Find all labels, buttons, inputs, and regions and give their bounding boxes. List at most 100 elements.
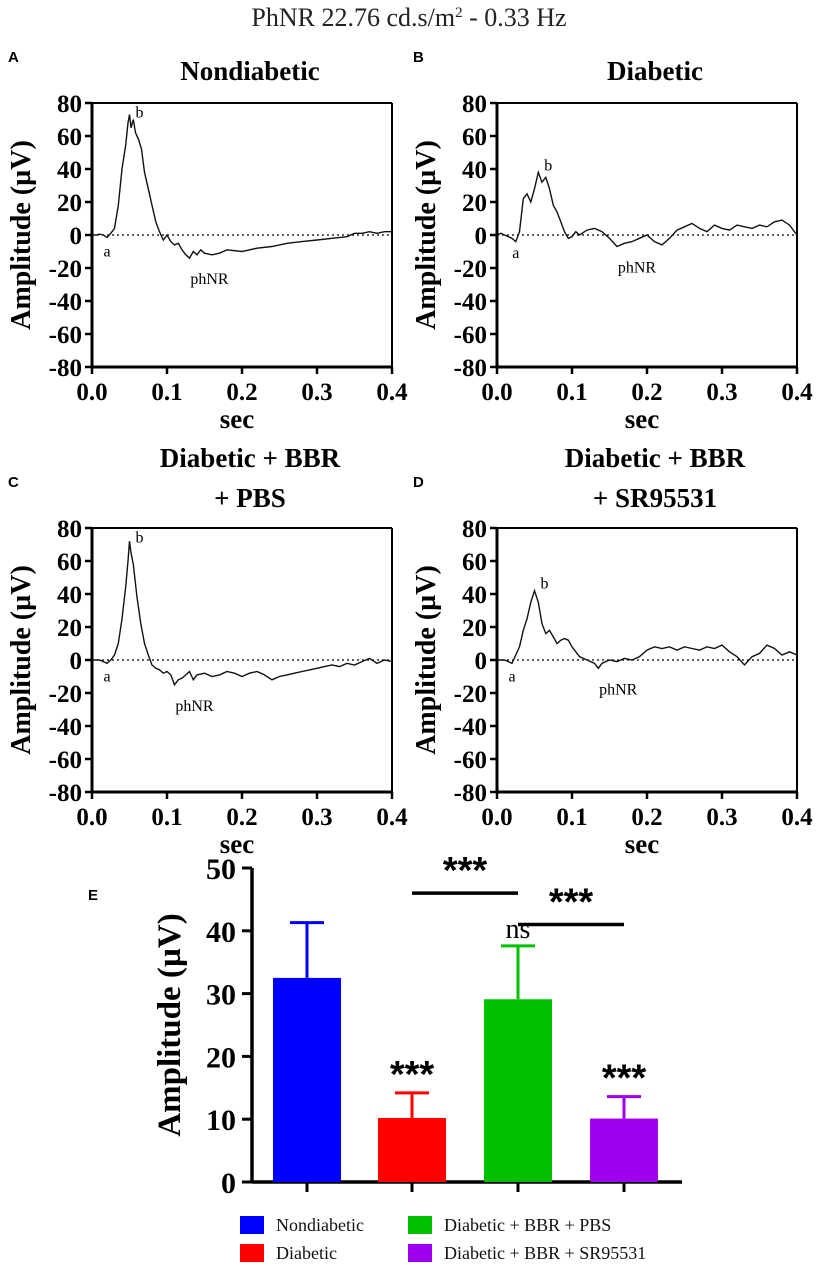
legend-label: Diabetic [276, 1243, 337, 1263]
y-tick-label: -60 [49, 322, 82, 349]
x-tick-label: 0.2 [631, 379, 662, 406]
y-tick-label: -20 [454, 681, 487, 708]
comparison-label: *** [549, 882, 594, 924]
a-wave-label: a [508, 668, 515, 685]
y-tick-label: 80 [57, 516, 82, 543]
y-tick-label: -40 [49, 714, 82, 741]
panel-letter: C [8, 474, 19, 491]
y-tick-label: 40 [462, 157, 487, 184]
y-axis-label: Amplitude (µV) [411, 565, 442, 755]
y-tick-label: 80 [462, 516, 487, 543]
y-tick-label: 80 [57, 91, 82, 118]
bar [590, 1118, 658, 1182]
y-tick-label: -60 [49, 747, 82, 774]
x-tick-label: 0.2 [631, 804, 662, 831]
y-tick-label: -80 [49, 780, 82, 807]
x-tick-label: 0.4 [376, 379, 408, 406]
legend-swatch [240, 1244, 264, 1262]
panel-title: Nondiabetic [180, 56, 320, 86]
x-axis-label: sec [220, 404, 254, 434]
bar [273, 977, 341, 1182]
y-tick-label: -40 [49, 289, 82, 316]
figure-title-sup: 2 [455, 5, 463, 21]
y-tick-label: 20 [462, 190, 487, 217]
erg-trace [496, 169, 798, 248]
y-tick-label: -20 [49, 681, 82, 708]
x-tick-label: 0.0 [481, 379, 512, 406]
phnr-label: phNR [599, 681, 638, 698]
y-tick-label: -80 [454, 355, 487, 382]
phnr-label: phNR [190, 271, 229, 288]
legend-swatch [408, 1216, 432, 1234]
y-tick-label: 60 [462, 549, 487, 576]
y-tick-label: -40 [454, 714, 487, 741]
x-tick-label: 0.1 [556, 804, 587, 831]
y-tick-label: 0 [70, 648, 83, 675]
y-tick-label: 20 [206, 1041, 236, 1074]
phnr-label: phNR [618, 260, 657, 277]
a-wave-label: a [512, 245, 519, 262]
erg-trace [92, 541, 393, 687]
significance-label: ns [506, 914, 531, 945]
figure-title-main: PhNR 22.76 cd.s/m [251, 3, 455, 32]
x-tick-label: 0.0 [76, 379, 107, 406]
bar [484, 999, 552, 1182]
y-tick-label: -20 [454, 256, 487, 283]
x-tick-label: 0.4 [376, 804, 408, 831]
y-tick-label: 40 [57, 582, 82, 609]
panel-letter: D [413, 474, 424, 491]
x-tick-label: 0.3 [301, 804, 332, 831]
bar-chart: E 0 10 20 30 40 50 Amplitude (µV) *** ns *** *** ***… [88, 850, 682, 1263]
y-tick-label: 20 [57, 615, 82, 642]
panel-b: B Diabetic 80 60 40 20 0 -20 -40 -60 -800.0 0.1 0.2 0… [411, 49, 813, 434]
y-tick-label: 40 [206, 916, 236, 949]
y-axis-label: Amplitude (µV) [411, 140, 442, 330]
y-tick-label: 20 [57, 190, 82, 217]
erg-trace [92, 114, 392, 260]
panel-letter: E [88, 887, 98, 904]
legend-label: Diabetic + BBR + PBS [444, 1215, 611, 1235]
y-axis-label: Amplitude (µV) [6, 565, 37, 755]
figure-title: PhNR 22.76 cd.s/m2 - 0.33 Hz [251, 3, 566, 32]
panel-c: C Diabetic + BBR + PBS 80 60 40 20 0 -20 -40 -60 -8… [6, 443, 408, 859]
erg-trace [497, 588, 798, 670]
x-tick-label: 0.0 [481, 804, 512, 831]
y-axis-label: Amplitude (µV) [152, 913, 188, 1136]
b-wave-label: b [136, 105, 144, 122]
panel-d: D Diabetic + BBR + SR95531 80 60 40 20 0 -20 -40 -… [411, 443, 813, 859]
a-wave-label: a [103, 668, 110, 685]
y-tick-label: 10 [206, 1104, 236, 1137]
y-tick-label: 40 [462, 582, 487, 609]
x-axis-label: sec [625, 404, 659, 434]
x-tick-label: 0.3 [706, 379, 737, 406]
y-tick-label: 60 [57, 124, 82, 151]
panel-title: Diabetic + BBR [565, 443, 746, 473]
x-tick-label: 0.0 [76, 804, 107, 831]
y-tick-label: 40 [57, 157, 82, 184]
x-tick-label: 0.2 [226, 804, 257, 831]
x-tick-label: 0.3 [706, 804, 737, 831]
x-axis-label: sec [220, 829, 254, 859]
y-tick-label: -20 [49, 256, 82, 283]
panel-letter: B [413, 49, 424, 66]
y-tick-label: -60 [454, 747, 487, 774]
y-tick-label: 60 [462, 124, 487, 151]
significance-label: *** [602, 1058, 647, 1100]
y-tick-label: 0 [221, 1167, 236, 1200]
x-tick-label: 0.1 [556, 379, 587, 406]
y-tick-label: 20 [462, 615, 487, 642]
y-tick-label: -80 [49, 355, 82, 382]
y-tick-label: -80 [454, 780, 487, 807]
y-tick-label: 80 [462, 91, 487, 118]
panel-title: Diabetic + BBR [160, 443, 341, 473]
y-tick-label: 50 [206, 853, 236, 886]
panel-title: + SR95531 [593, 483, 717, 513]
significance-label: *** [390, 1054, 435, 1096]
x-axis-label: sec [625, 829, 659, 859]
x-tick-label: 0.2 [226, 379, 257, 406]
y-tick-label: -40 [454, 289, 487, 316]
y-tick-label: -60 [454, 322, 487, 349]
b-wave-label: b [136, 530, 144, 547]
